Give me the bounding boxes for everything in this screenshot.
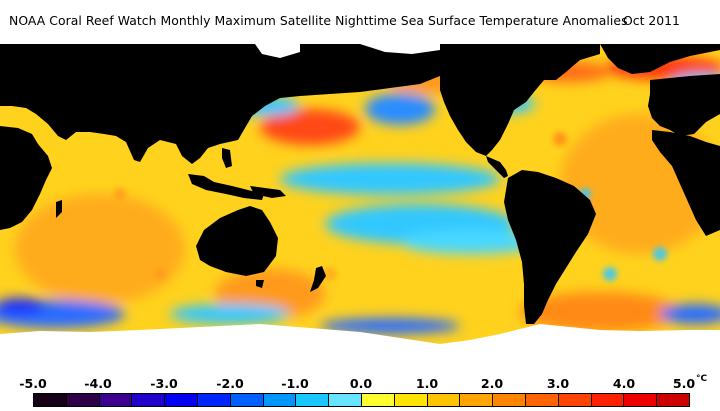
europe-africa-east — [648, 74, 720, 136]
new-guinea — [250, 186, 286, 198]
sea-ice — [0, 44, 720, 369]
landmasses — [0, 44, 720, 369]
scale-tick-label: -3.0 — [150, 376, 178, 391]
title-bar: NOAA Coral Reef Watch Monthly Maximum Sa… — [0, 0, 720, 44]
anomaly-speck — [323, 267, 337, 281]
new-zealand — [310, 266, 326, 292]
colorbar-swatch — [34, 394, 67, 406]
south-america — [504, 170, 596, 324]
antarctic-ice — [0, 324, 720, 369]
colorbar-swatch — [624, 394, 658, 406]
greenland — [600, 44, 720, 74]
warm-region — [15, 194, 185, 304]
map-title: NOAA Coral Reef Watch Monthly Maximum Sa… — [9, 13, 628, 28]
colorbar-swatch — [66, 394, 100, 406]
colorbar-swatch — [591, 394, 625, 406]
colorbar-swatch — [394, 394, 428, 406]
colorbar-swatch — [230, 394, 264, 406]
scale-tick-label: -5.0 — [19, 376, 47, 391]
colorbar-swatch — [197, 394, 231, 406]
scale-tick-label: 4.0 — [612, 376, 636, 391]
cool-region — [320, 318, 460, 334]
colorbar — [33, 393, 690, 407]
scale-tick-label: 0.0 — [349, 376, 373, 391]
australia — [196, 206, 278, 276]
colorbar-swatch — [427, 394, 461, 406]
colorbar-swatch — [558, 394, 592, 406]
anomaly-speck — [603, 267, 617, 281]
scale-tick-label: -2.0 — [216, 376, 244, 391]
colorbar-swatch — [460, 394, 494, 406]
scale-tick-label: 1.0 — [415, 376, 439, 391]
arctic-ice — [360, 44, 440, 54]
colorbar-swatch — [296, 394, 330, 406]
scale-tick-label: 2.0 — [480, 376, 504, 391]
colorbar-swatch — [165, 394, 198, 406]
colorbar-swatch — [263, 394, 297, 406]
colorbar-swatch — [132, 394, 166, 406]
color-scale: -5.0 -4.0 -3.0 -2.0 -1.0 0.0 1.0 2.0 3.0… — [0, 369, 720, 411]
anomaly-speck — [114, 188, 126, 200]
scale-tick-label: 5.0 — [672, 376, 696, 391]
north-america — [440, 44, 600, 156]
colorbar-swatch — [525, 394, 559, 406]
colorbar-swatch — [361, 394, 395, 406]
colorbar-swatch — [657, 394, 689, 406]
scale-tick-label: -1.0 — [281, 376, 309, 391]
map-period: Oct 2011 — [623, 13, 680, 28]
tasmania — [256, 280, 264, 288]
anomaly-speck — [154, 268, 166, 280]
cool-region — [660, 304, 720, 324]
warm-region — [520, 292, 680, 332]
indonesia — [188, 174, 264, 200]
warm-region — [260, 109, 360, 145]
japan — [236, 104, 252, 130]
scale-tick-label: 3.0 — [546, 376, 570, 391]
world-map — [0, 44, 720, 369]
philippines — [222, 148, 232, 168]
sst-anomaly-map — [0, 44, 720, 369]
anomaly-speck — [653, 247, 667, 261]
cool-region — [0, 298, 45, 314]
colorbar-swatch — [329, 394, 362, 406]
colorbar-swatch — [493, 394, 526, 406]
scale-tick-label: -4.0 — [84, 376, 112, 391]
cool-region — [365, 93, 435, 125]
cool-region — [170, 304, 290, 324]
cool-region — [280, 163, 500, 195]
cool-region — [400, 230, 540, 254]
arctic-ice — [255, 44, 300, 58]
africa — [0, 126, 52, 230]
central-america — [486, 156, 508, 178]
colorbar-swatch — [99, 394, 133, 406]
eurasia — [0, 44, 440, 164]
africa-west — [652, 130, 720, 236]
scale-unit: °C — [696, 374, 708, 384]
anomaly-speck — [553, 132, 567, 146]
madagascar — [56, 200, 62, 218]
